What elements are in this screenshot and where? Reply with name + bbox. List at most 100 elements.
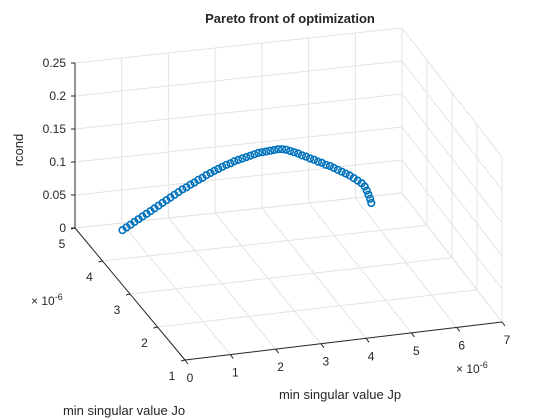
data-point	[258, 148, 267, 157]
svg-text:× 10-6: × 10-6	[456, 360, 488, 376]
x-tick-mark	[501, 321, 506, 327]
data-points	[118, 145, 376, 235]
data-point	[262, 147, 271, 156]
x-axis-label: min singular value Jp	[279, 387, 401, 402]
side-wall-grid-line-z	[401, 159, 503, 290]
data-point	[194, 175, 203, 184]
y-tick-mark	[98, 260, 103, 263]
data-point	[242, 153, 251, 162]
y-tick-mark	[180, 359, 186, 362]
chart-title: Pareto front of optimization	[205, 11, 375, 26]
y-exponent-base: × 10	[31, 294, 55, 308]
data-point	[297, 151, 307, 160]
data-point	[337, 167, 346, 176]
data-point	[305, 154, 315, 163]
svg-text:× 10-6: × 10-6	[31, 292, 63, 308]
x-exponent-label: × 10-6	[456, 360, 488, 376]
back-wall-grid-line-z	[74, 159, 403, 196]
data-point	[317, 158, 327, 167]
z-tick-label: 0.05	[43, 188, 67, 202]
data-point	[329, 163, 338, 172]
z-axis-label: rcond	[11, 134, 26, 167]
data-point	[206, 168, 215, 178]
data-point	[309, 155, 319, 164]
floor-grid-line-y	[102, 224, 428, 262]
y-tick-label: 5	[59, 237, 66, 251]
data-point	[282, 145, 291, 154]
data-point	[222, 160, 231, 169]
side-wall-grid-line-z	[401, 192, 503, 323]
data-point	[333, 165, 342, 174]
side-wall-grid-line-z	[401, 60, 503, 191]
x-tick-label: 1	[232, 366, 239, 380]
data-point	[367, 198, 376, 208]
data-point	[274, 145, 283, 154]
data-point	[230, 157, 239, 166]
x-tick-label: 5	[413, 344, 420, 358]
x-tick-label: 2	[277, 360, 284, 374]
data-point	[341, 169, 350, 178]
back-wall-grid-line-z	[74, 27, 403, 64]
x-tick-label: 3	[323, 355, 330, 369]
x-tick-mark	[275, 348, 280, 354]
x-exponent-base: × 10	[456, 362, 480, 376]
data-point	[366, 194, 375, 203]
data-point	[325, 161, 335, 171]
data-point	[294, 149, 303, 158]
data-point	[214, 164, 223, 173]
x-tick-mark	[456, 327, 461, 332]
x-tick-label: 4	[368, 349, 375, 363]
data-point	[364, 190, 373, 199]
x-tick-mark	[320, 343, 325, 349]
x-axis-line	[184, 321, 503, 361]
y-exponent-power: -6	[55, 292, 63, 302]
floor-grid-line-y	[129, 257, 453, 295]
y-tick-mark	[153, 326, 158, 329]
z-tick-label: 0	[59, 221, 66, 235]
y-tick-label: 3	[114, 303, 121, 317]
data-point	[266, 146, 275, 155]
z-tick-label: 0.25	[43, 56, 67, 70]
y-tick-mark	[125, 293, 131, 296]
x-tick-label: 6	[458, 338, 465, 352]
data-point	[238, 154, 247, 163]
data-point	[290, 148, 299, 157]
x-tick-mark	[229, 354, 234, 359]
data-point	[202, 171, 211, 180]
y-tick-label: 2	[141, 336, 148, 350]
side-wall-grid-line-z	[401, 93, 503, 224]
data-point	[286, 146, 295, 156]
data-point	[250, 150, 259, 159]
data-point	[246, 151, 255, 160]
z-tick-label: 0.2	[49, 89, 66, 103]
x-tick-mark	[365, 337, 370, 343]
y-tick-label: 4	[86, 270, 93, 284]
data-point	[178, 185, 187, 194]
floor-grid-line-y	[157, 289, 478, 328]
data-point	[313, 157, 323, 166]
data-point	[210, 166, 219, 175]
side-wall-grid-line-z	[401, 27, 503, 158]
data-point	[301, 152, 311, 161]
data-point	[360, 182, 369, 191]
side-wall-grid-line-z	[401, 126, 503, 257]
x-tick-mark	[410, 332, 415, 338]
z-tick-label: 0.15	[43, 122, 67, 136]
x-exponent-power: -6	[480, 360, 488, 370]
x-tick-mark	[184, 359, 189, 365]
data-point	[362, 186, 371, 195]
y-exponent-label: × 10-6	[31, 292, 63, 308]
data-point	[270, 145, 279, 155]
data-point	[321, 160, 331, 169]
axis-lines	[70, 62, 506, 365]
y-axis-label: min singular value Jo	[63, 403, 185, 418]
data-point	[218, 162, 227, 171]
z-tick-label: 0.1	[49, 155, 66, 169]
x-tick-label: 0	[187, 371, 194, 385]
x-tick-label: 7	[504, 333, 511, 347]
data-point	[278, 145, 287, 154]
data-point	[234, 155, 243, 164]
